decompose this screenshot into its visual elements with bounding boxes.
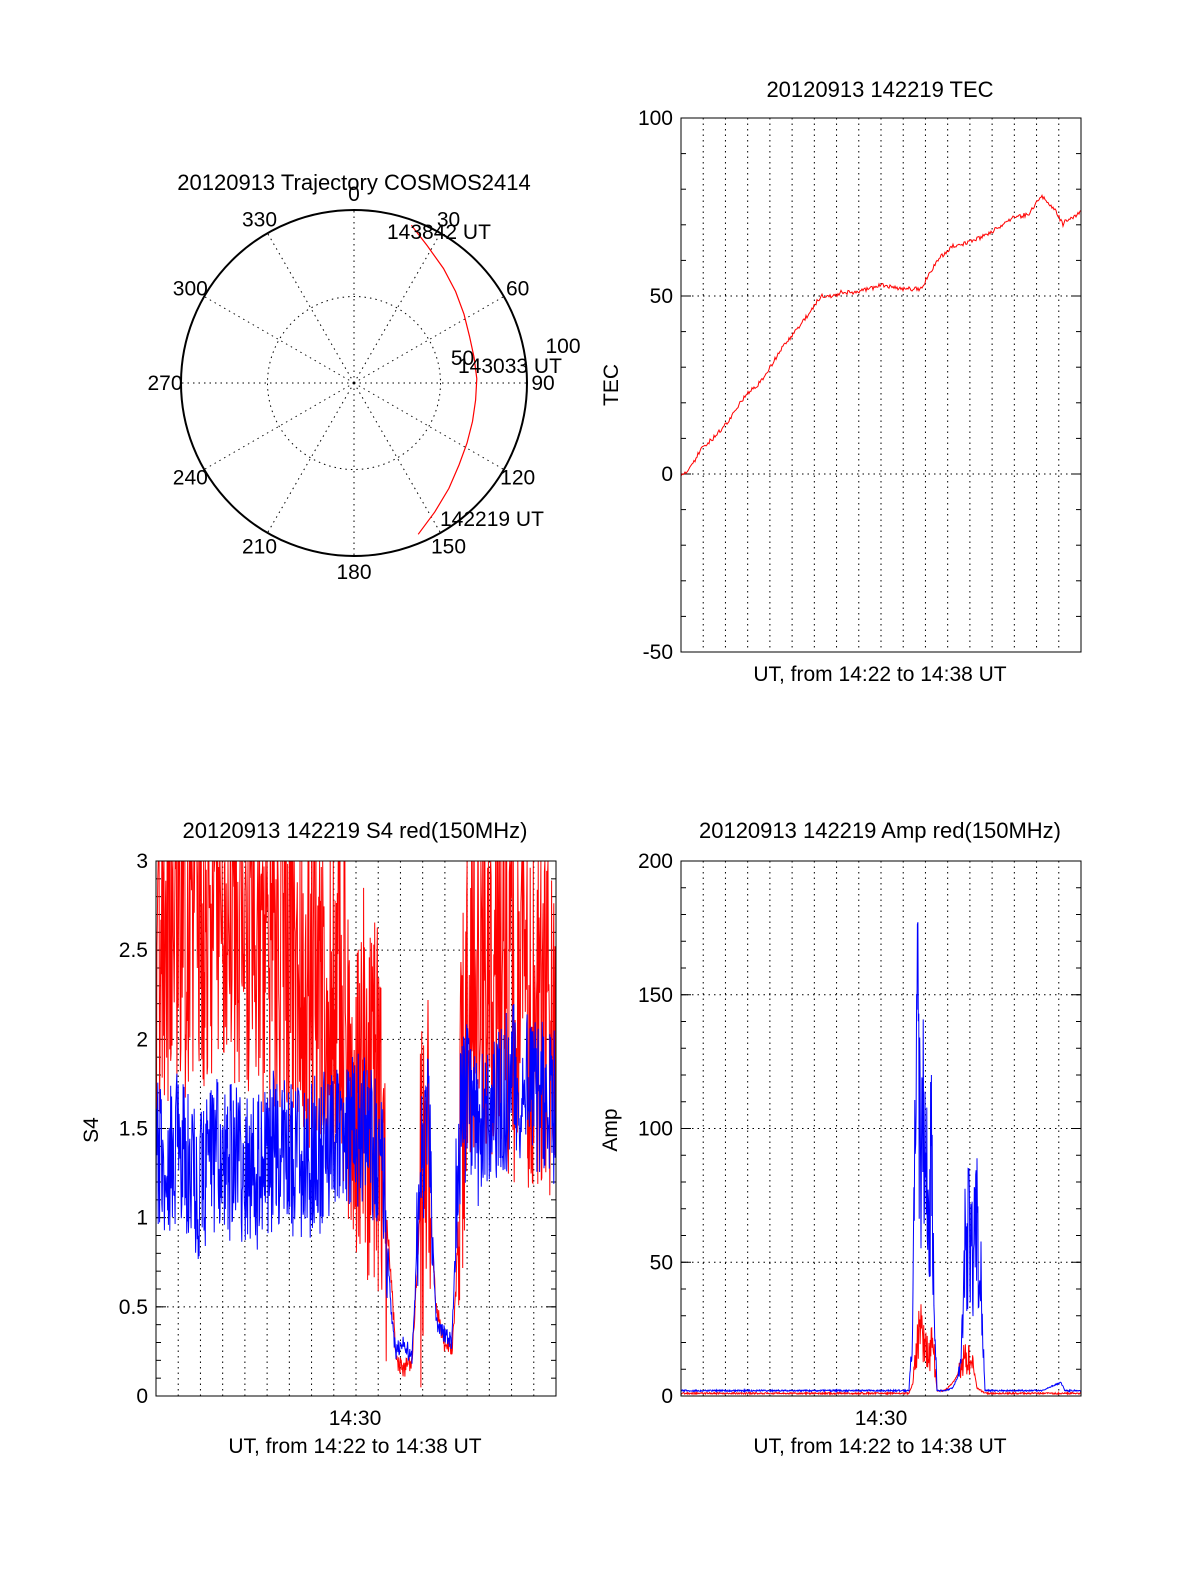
ytick-label-0: 0 [661,463,673,486]
polar-spoke [267,232,355,384]
radial-label-50: 50 [451,347,474,370]
polar-series [410,224,478,535]
azimuth-label-210: 210 [242,536,277,559]
polar-spoke [203,296,355,384]
annotation-mid-time: 143033 UT [458,355,562,378]
polar-panel: 20120913 Trajectory COSMOS2414 0 30 60 90 12… [147,170,580,584]
azimuth-label-180: 180 [336,561,371,584]
ytick-label-50: 50 [650,1251,673,1274]
polar-grid-circle [267,296,441,470]
polar-spoke [267,382,355,534]
annotation-end-time: 143842 UT [387,221,491,244]
tec-ylabel: TEC [600,364,623,406]
amp-ylabel: Amp [599,1108,622,1151]
series-line-1 [155,1003,557,1364]
polar-spoke [353,382,505,470]
amp-title: 20120913 142219 Amp red(150MHz) [699,818,1061,843]
azimuth-label-300: 300 [173,278,208,301]
azimuth-label-60: 60 [506,278,529,301]
plot-frame [155,860,557,1397]
plot-frame [680,860,1082,1397]
series-line-0 [680,194,1082,477]
tec-plot-area: 100 50 0 -50 [638,107,1082,664]
ytick-label-1: 1 [136,1207,148,1230]
azimuth-label-120: 120 [500,467,535,490]
ytick-label-100: 100 [638,107,673,130]
polar-title: 20120913 Trajectory COSMOS2414 [177,170,530,195]
ytick-label-0: 0 [661,1385,673,1408]
tec-panel: 20120913 142219 TEC 100 50 0 -50 UT, from 1… [600,77,1082,686]
azimuth-label-240: 240 [173,467,208,490]
amp-xtick-label: 14:30 [855,1407,908,1430]
azimuth-label-330: 330 [242,208,277,231]
azimuth-label-30: 30 [437,208,460,231]
s4-plot-area: 3 2.5 2 1.5 1 0.5 0 [119,850,557,1408]
polar-labels: 0 30 60 90 120 150 180 210 240 270 300 330 50 100 [147,183,580,584]
s4-panel: 20120913 142219 S4 red(150MHz) 3 2.5 2 1.5 1… [80,818,557,1458]
ytick-label-150: 150 [638,984,673,1007]
series-line-0 [680,1304,1082,1396]
ytick-label-200: 200 [638,850,673,873]
tec-title: 20120913 142219 TEC [766,77,993,102]
series-line-0 [155,860,557,1388]
ytick-label-3: 3 [136,850,148,873]
polar-outer-circle [180,209,528,557]
s4-title: 20120913 142219 S4 red(150MHz) [183,818,528,843]
ytick-label-1.5: 1.5 [119,1118,148,1141]
azimuth-label-150: 150 [431,536,466,559]
annotation-start-time: 142219 UT [440,508,544,531]
s4-xtick-label: 14:30 [329,1407,382,1430]
series-line-1 [680,922,1082,1394]
azimuth-label-0: 0 [348,183,360,206]
ytick-label-2: 2 [136,1028,148,1051]
radial-label-100: 100 [545,335,580,358]
azimuth-label-270: 270 [147,372,182,395]
amp-panel: 20120913 142219 Amp red(150MHz) 200 150 10… [599,818,1082,1458]
amp-plot-area: 200 150 100 50 0 [638,850,1082,1408]
s4-xlabel: UT, from 14:22 to 14:38 UT [228,1435,481,1458]
ytick-label-2.5: 2.5 [119,939,148,962]
polar-grid [180,209,528,557]
polar-spoke [203,382,355,470]
ytick-label-0: 0 [136,1385,148,1408]
s4-ylabel: S4 [80,1117,103,1143]
polar-spoke [353,232,441,384]
plot-frame [680,117,1082,653]
ytick-label-100: 100 [638,1118,673,1141]
polar-spoke [353,296,505,384]
amp-xlabel: UT, from 14:22 to 14:38 UT [753,1435,1006,1458]
ytick-label--50: -50 [643,641,673,664]
polar-spoke [353,382,441,534]
azimuth-label-90: 90 [531,372,554,395]
trajectory-line-0 [410,224,478,535]
ytick-label-50: 50 [650,285,673,308]
ytick-label-0.5: 0.5 [119,1296,148,1319]
tec-xlabel: UT, from 14:22 to 14:38 UT [753,663,1006,686]
